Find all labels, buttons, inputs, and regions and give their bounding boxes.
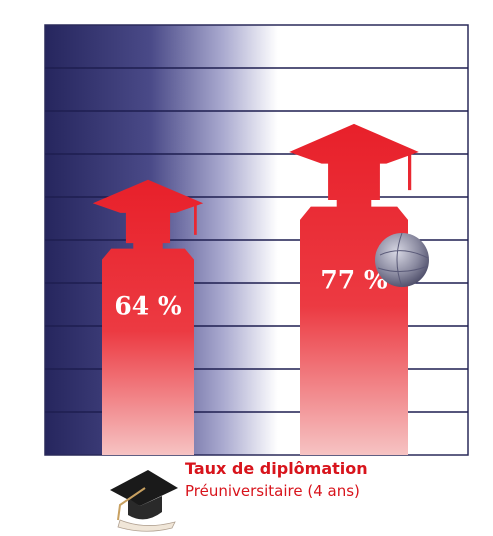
chart-title: Taux de diplômation <box>185 459 368 478</box>
globe-lines <box>377 232 429 288</box>
graduate-figure <box>92 179 204 456</box>
graduate-figure <box>289 123 419 456</box>
globe-decoration <box>375 233 429 287</box>
cap-icon <box>110 470 178 532</box>
marks: 64 % 77 % <box>92 123 419 456</box>
value-label: 77 % <box>320 266 387 295</box>
chart-subtitle: Préuniversitaire (4 ans) <box>185 482 360 500</box>
value-label: 64 % <box>114 291 181 320</box>
